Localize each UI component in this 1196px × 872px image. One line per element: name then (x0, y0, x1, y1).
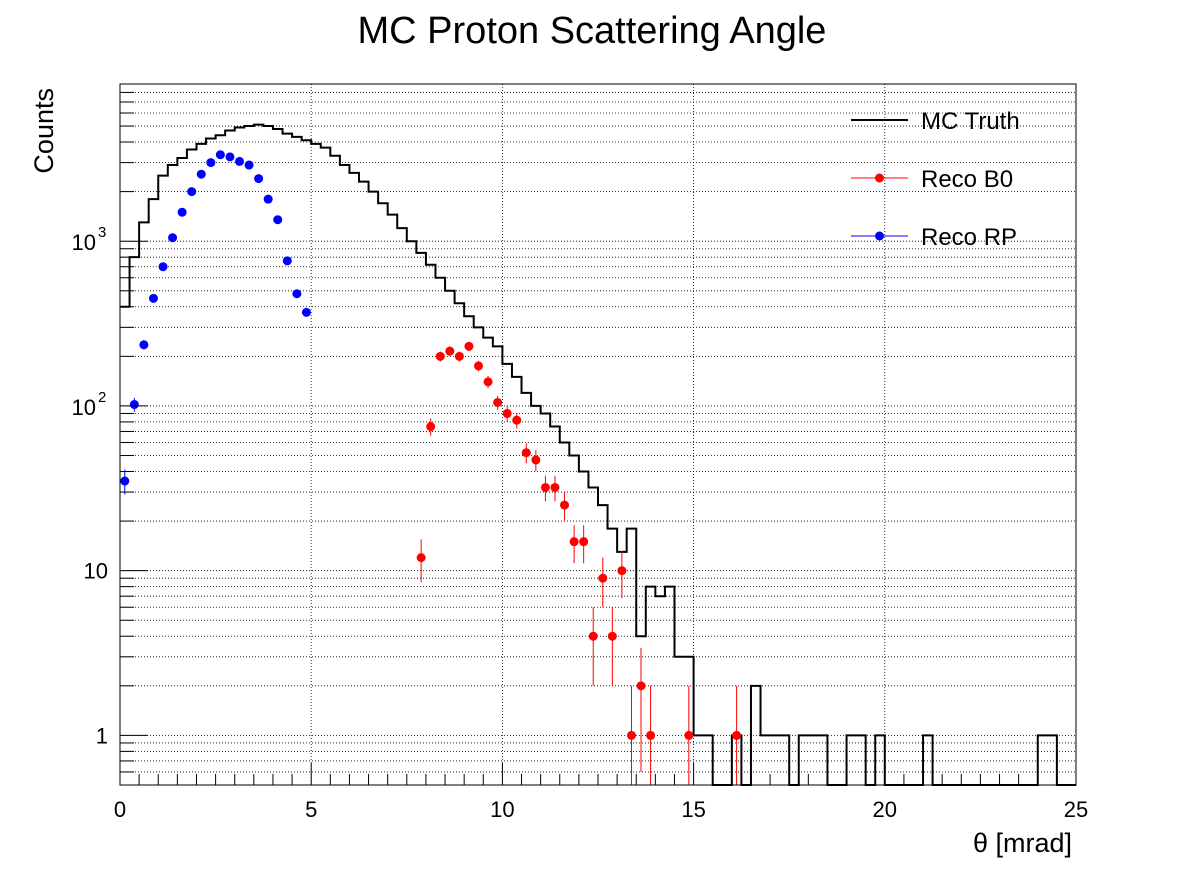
data-point (454, 351, 464, 361)
data-point (598, 573, 608, 583)
legend-label: Reco RP (921, 224, 1017, 251)
data-point (435, 351, 445, 361)
data-point (493, 397, 503, 407)
data-point (129, 400, 139, 410)
data-point (148, 293, 158, 303)
data-point (215, 150, 225, 160)
legend-marker (875, 231, 884, 241)
data-point (206, 158, 216, 168)
data-point (684, 730, 694, 740)
data-point (588, 631, 598, 641)
y-tick-exponent: 2 (98, 389, 106, 406)
data-point (254, 174, 264, 184)
data-point (464, 341, 474, 351)
y-tick-label: 10 (72, 230, 96, 255)
data-point (474, 361, 483, 371)
reco-rp-series (120, 150, 311, 495)
data-point (626, 730, 636, 740)
data-point (607, 631, 617, 641)
x-axis-label: θ [mrad] (973, 828, 1072, 858)
data-point (263, 194, 273, 204)
grid (120, 83, 1076, 786)
data-point (560, 500, 570, 510)
data-point (301, 307, 311, 317)
data-point (646, 730, 656, 740)
data-point (225, 152, 235, 162)
data-point (292, 289, 302, 299)
data-point (244, 160, 254, 170)
y-axis-label: Counts (29, 88, 59, 174)
data-point (445, 346, 455, 356)
legend: MC Truth Reco B0 Reco RP (851, 108, 1020, 251)
x-tick-label: 25 (1064, 797, 1088, 822)
data-point (531, 455, 541, 465)
data-point (187, 187, 197, 197)
data-point (426, 422, 436, 432)
chart-title: MC Proton Scattering Angle (358, 10, 827, 52)
data-point (196, 169, 206, 179)
x-tick-label: 15 (681, 797, 705, 822)
y-tick-exponent: 3 (98, 224, 106, 241)
legend-label: Reco B0 (921, 166, 1013, 193)
data-point (120, 476, 130, 486)
data-point (569, 537, 579, 547)
data-point (521, 448, 531, 458)
legend-label: MC Truth (921, 108, 1020, 135)
y-tick-label: 1 (96, 723, 108, 748)
data-point (617, 566, 627, 576)
data-point (139, 340, 149, 350)
x-tick-label: 0 (114, 797, 126, 822)
data-point (550, 482, 560, 492)
data-point (168, 233, 178, 243)
y-tick-label: 10 (84, 559, 108, 584)
data-point (579, 537, 589, 547)
data-point (273, 215, 283, 225)
x-tick-label: 5 (305, 797, 317, 822)
data-point (540, 482, 550, 492)
data-point (502, 408, 512, 418)
data-point (177, 207, 187, 217)
data-point (732, 730, 742, 740)
data-point (636, 681, 646, 691)
x-tick-label: 10 (490, 797, 514, 822)
series (120, 123, 1076, 786)
x-tick-label: 20 (873, 797, 897, 822)
data-point (483, 377, 493, 387)
data-point (235, 156, 244, 166)
data-point (512, 415, 522, 425)
y-tick-label: 10 (72, 395, 96, 420)
data-point (282, 256, 292, 266)
reco-b0-series (416, 341, 742, 785)
data-point (158, 262, 168, 272)
mc-truth-histogram (120, 123, 1076, 786)
legend-marker (875, 173, 884, 183)
data-point (416, 553, 426, 563)
